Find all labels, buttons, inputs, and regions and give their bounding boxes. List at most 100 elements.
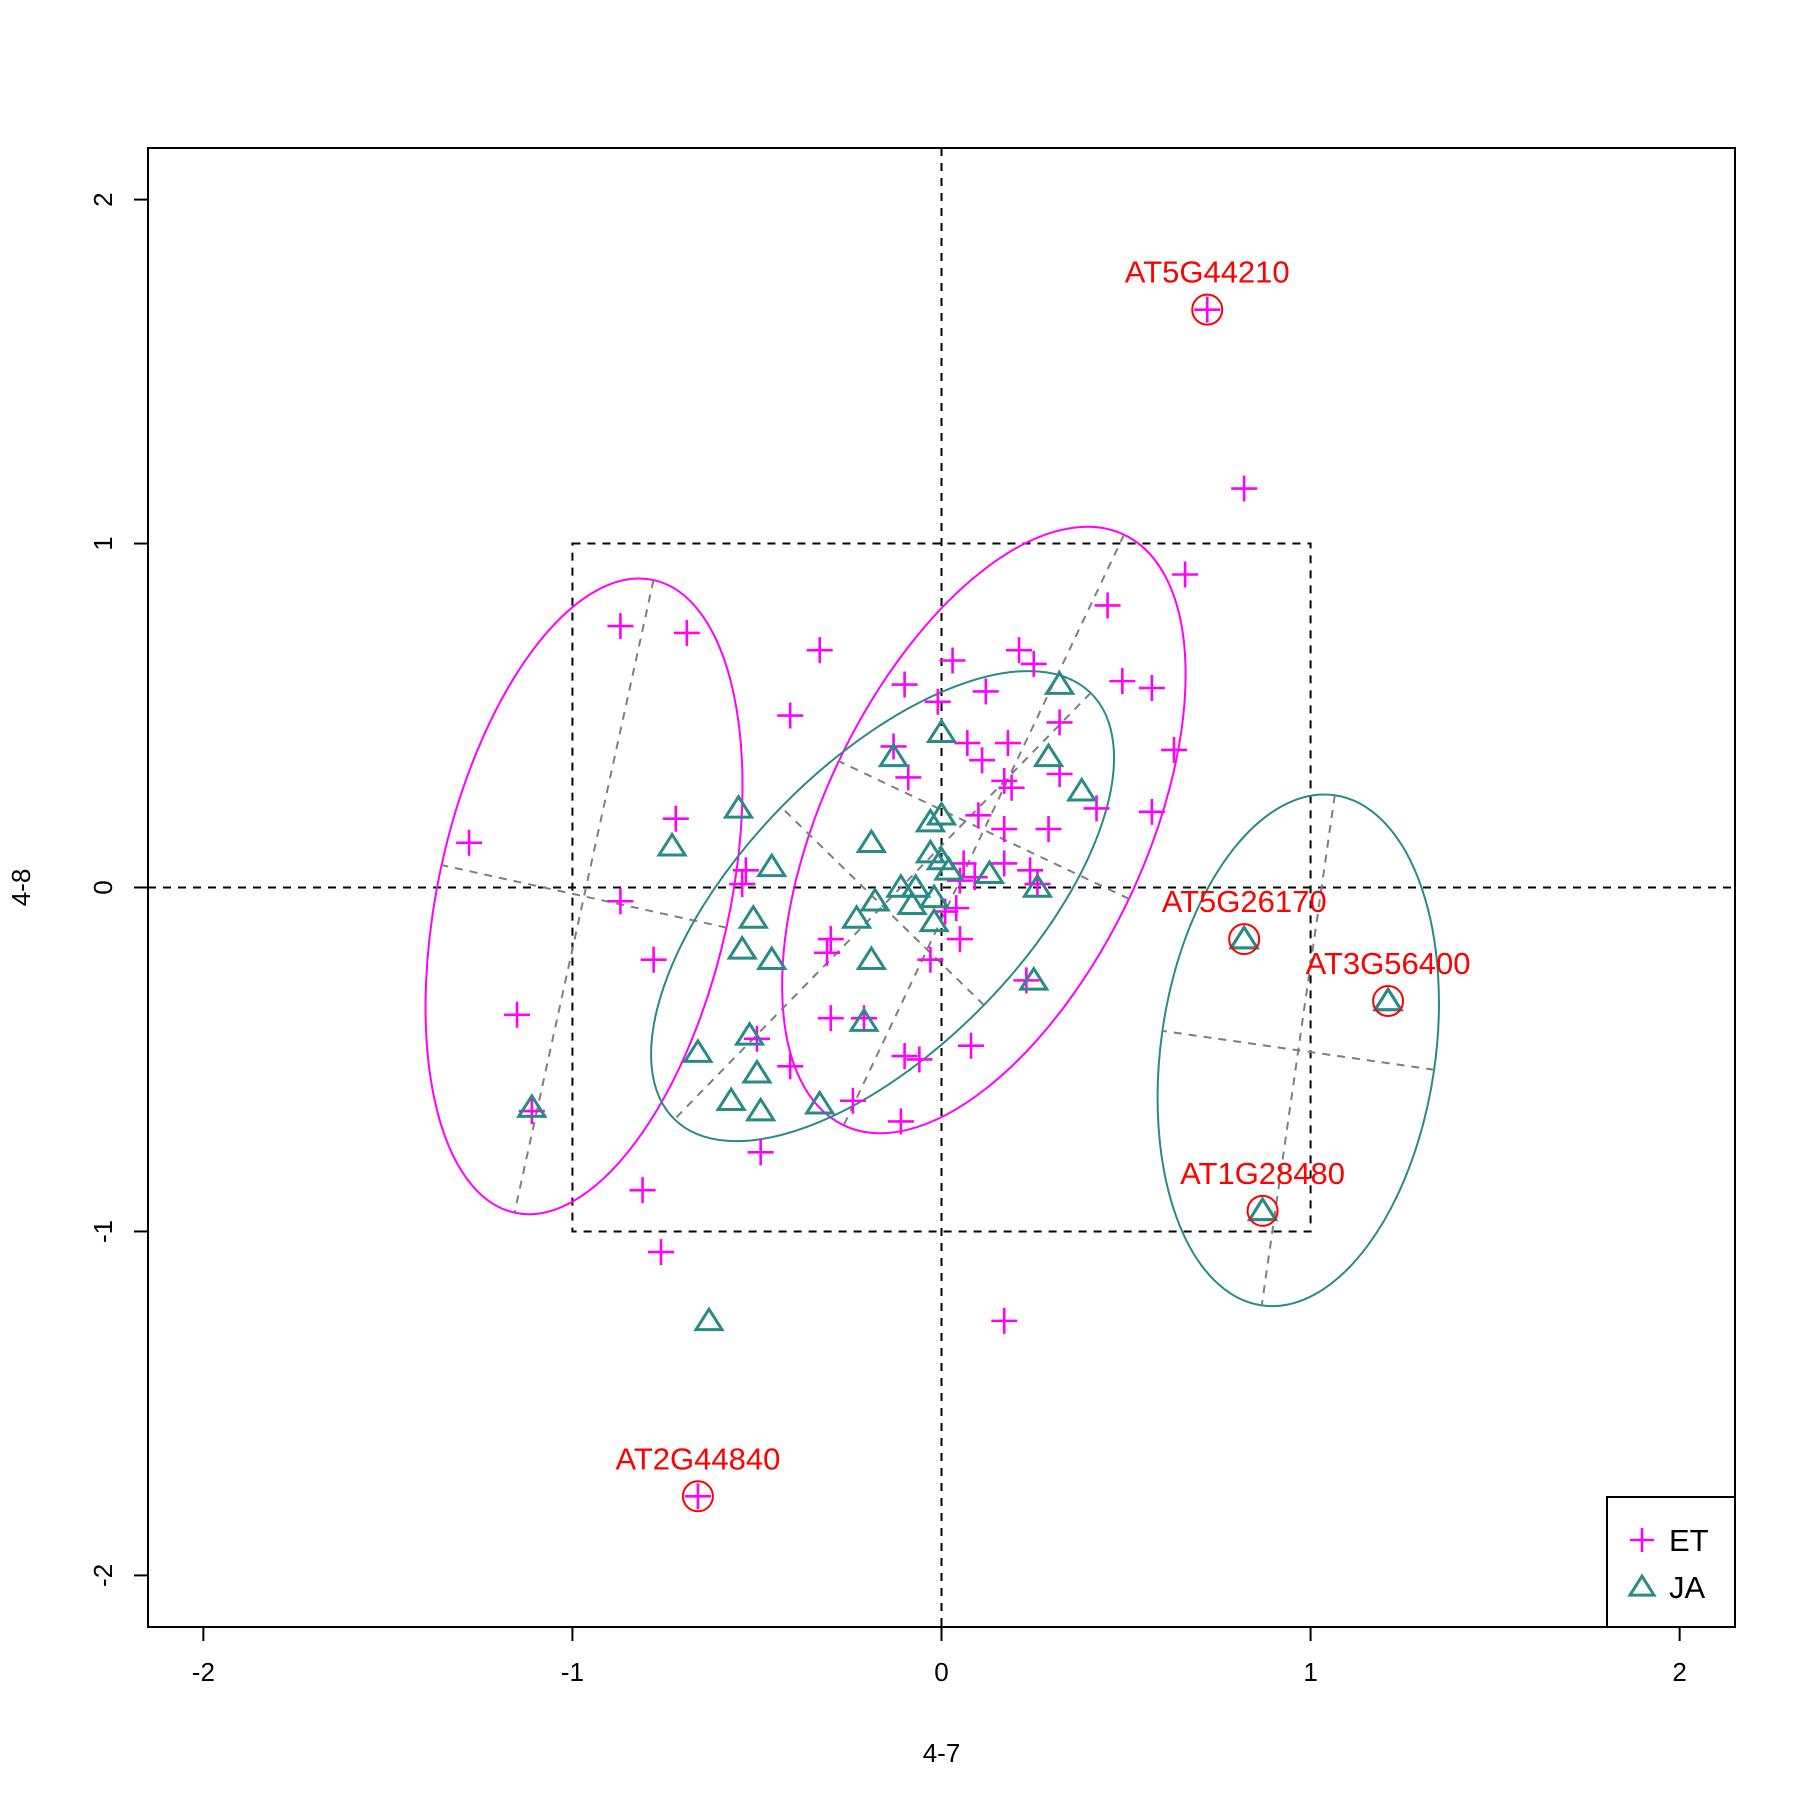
point-et-3 — [456, 829, 483, 856]
cluster-minor-axis-3 — [1162, 1029, 1435, 1071]
point-et-55 — [958, 1032, 985, 1059]
x-tick-label-4: 2 — [1672, 1657, 1686, 1687]
point-et-50 — [817, 1005, 844, 1032]
point-et-6 — [504, 1001, 531, 1028]
point-et-43 — [943, 895, 970, 922]
highlight-marker-0 — [1194, 296, 1221, 323]
point-et-36 — [991, 816, 1018, 843]
point-ja-33 — [744, 1096, 777, 1122]
x-tick-label-2: 0 — [934, 1657, 948, 1687]
point-et-35 — [965, 802, 992, 829]
point-ja-35 — [516, 1093, 548, 1118]
point-et-62 — [729, 871, 756, 898]
y-tick-label-4: 2 — [88, 192, 118, 206]
point-et-13 — [939, 647, 966, 674]
point-ja-8 — [925, 718, 958, 743]
point-ja-22 — [848, 1007, 880, 1032]
point-et-30 — [969, 747, 996, 774]
point-et-40 — [946, 867, 973, 894]
point-et-32 — [895, 764, 922, 791]
gene-label-at5g44210: AT5G44210 — [1125, 255, 1290, 290]
point-et-2 — [662, 805, 689, 832]
point-et-26 — [1083, 795, 1110, 822]
point-ja-18 — [918, 883, 950, 909]
point-ja-6 — [855, 828, 888, 854]
point-et-60 — [991, 1307, 1018, 1334]
cluster-minor-axis-2 — [780, 806, 985, 1006]
highlight-marker-3 — [1246, 1196, 1279, 1222]
gene-label-at2g44840: AT2G44840 — [615, 1441, 780, 1476]
point-ja-25 — [1032, 742, 1065, 768]
point-ja-21 — [855, 945, 888, 971]
point-et-47 — [814, 939, 841, 966]
x-axis-title: 4-7 — [923, 1738, 961, 1768]
point-ja-23 — [973, 859, 1006, 885]
point-ja-36 — [693, 1306, 725, 1332]
point-ja-37 — [1228, 924, 1260, 950]
point-et-37 — [950, 850, 977, 877]
highlight-circle-2 — [1372, 985, 1405, 1018]
legend-symbol-et — [1630, 1528, 1654, 1552]
point-et-59 — [747, 1139, 774, 1166]
point-et-58 — [887, 1108, 914, 1135]
cluster-major-axis-2 — [673, 692, 1092, 1120]
point-ja-10 — [925, 800, 958, 826]
y-tick-label-2: 0 — [88, 880, 118, 894]
point-ja-0 — [722, 793, 755, 819]
point-et-1 — [673, 619, 700, 646]
gene-label-at1g28480: AT1G28480 — [1180, 1156, 1345, 1191]
highlight-marker-4 — [684, 1483, 711, 1510]
point-ja-17 — [896, 890, 928, 915]
legend-symbol-ja — [1627, 1573, 1657, 1597]
point-et-38 — [991, 850, 1018, 877]
point-et-34 — [998, 774, 1025, 801]
point-ja-30 — [682, 1038, 714, 1063]
axes-layer: -2 -1 0 1 2 -2 -1 0 1 2 — [88, 192, 1687, 1687]
y-tick-label-0: -2 — [88, 1564, 118, 1587]
point-et-18 — [1094, 592, 1121, 619]
legend: ET JA — [1606, 1496, 1736, 1628]
point-et-20 — [1231, 475, 1258, 502]
point-ja-27 — [1066, 776, 1098, 802]
threshold-box — [571, 542, 1312, 1233]
x-tick-label-1: -1 — [561, 1657, 584, 1687]
point-et-25 — [1138, 798, 1165, 825]
point-et-15 — [972, 678, 999, 705]
point-ja-7 — [877, 742, 910, 768]
point-et-12 — [891, 671, 918, 698]
cluster-major-axis-1 — [842, 534, 1125, 1126]
point-ja-16 — [859, 886, 891, 912]
legend-label-ja: JA — [1669, 1570, 1706, 1605]
guide-layer — [148, 148, 1735, 1627]
legend-marker-et — [1630, 1528, 1654, 1552]
point-et-41 — [1017, 857, 1044, 884]
point-ja-34 — [803, 1089, 836, 1115]
point-ja-39 — [1246, 1196, 1279, 1222]
point-et-57 — [839, 1087, 866, 1114]
point-et-21 — [1109, 668, 1136, 695]
ellipse-layer — [424, 525, 1440, 1308]
point-ja-13 — [933, 855, 965, 881]
point-ja-3 — [737, 903, 770, 929]
point-et-46 — [817, 926, 844, 953]
highlight-marker-2 — [1372, 986, 1404, 1012]
point-ja-1 — [656, 831, 688, 857]
point-et-53 — [891, 1043, 918, 1070]
point-ja-5 — [755, 945, 788, 971]
point-et-11 — [777, 702, 804, 729]
point-et-10 — [806, 637, 833, 664]
point-et-5 — [640, 946, 667, 973]
point-ja-19 — [840, 903, 873, 929]
point-ja-26 — [1043, 670, 1076, 695]
highlight-circle-3 — [1246, 1194, 1279, 1227]
legend-box — [1606, 1496, 1736, 1628]
point-et-52 — [743, 1025, 770, 1052]
gene-label-at3g56400: AT3G56400 — [1306, 946, 1471, 981]
point-et-17 — [1020, 650, 1047, 677]
highlight-layer: AT5G44210 AT5G26170 AT3G56400 AT1G28480 AT2G… — [615, 255, 1471, 1513]
point-et-0 — [607, 613, 634, 640]
point-ja-9 — [914, 807, 947, 833]
y-axis-title: 4-8 — [6, 869, 36, 907]
point-ja-2 — [755, 852, 788, 878]
